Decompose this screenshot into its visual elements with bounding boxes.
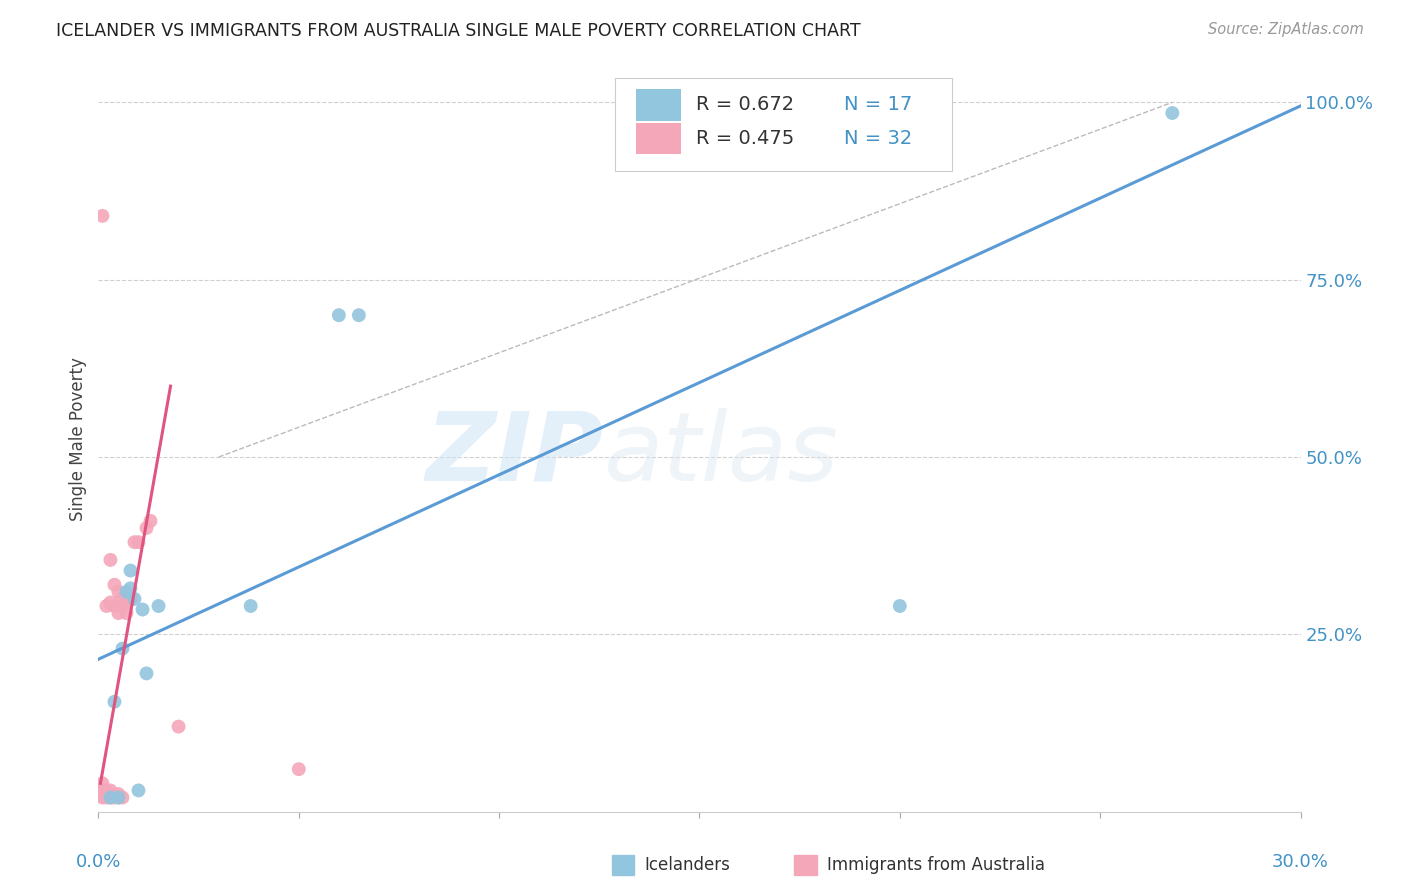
Point: [889, 599, 911, 613]
Point: [100, 553, 122, 567]
Point: [288, 762, 311, 776]
Point: [124, 535, 146, 549]
Point: [111, 599, 134, 613]
Point: [135, 666, 157, 681]
Point: [115, 584, 138, 599]
Point: [107, 606, 129, 620]
Point: [148, 599, 170, 613]
Point: [347, 308, 370, 322]
Point: [103, 790, 125, 805]
Point: [111, 641, 134, 656]
Point: [103, 599, 125, 613]
Point: [107, 787, 129, 801]
Y-axis label: Single Male Poverty: Single Male Poverty: [69, 358, 87, 521]
Point: [120, 564, 142, 578]
Point: [91, 209, 114, 223]
Text: Immigrants from Australia: Immigrants from Australia: [827, 856, 1045, 874]
Point: [131, 602, 153, 616]
Point: [96, 790, 118, 805]
Text: ZIP: ZIP: [426, 408, 603, 500]
Point: [107, 790, 129, 805]
Point: [100, 790, 122, 805]
Point: [91, 783, 114, 797]
Point: [107, 584, 129, 599]
Point: [111, 790, 134, 805]
Point: [1161, 106, 1184, 120]
Text: Icelanders: Icelanders: [644, 856, 730, 874]
Point: [107, 790, 129, 805]
FancyBboxPatch shape: [636, 89, 682, 120]
Point: [128, 535, 150, 549]
Text: N = 32: N = 32: [844, 129, 912, 148]
Point: [135, 521, 157, 535]
Point: [167, 720, 190, 734]
Point: [91, 787, 114, 801]
Text: N = 17: N = 17: [844, 95, 912, 114]
Text: R = 0.672: R = 0.672: [696, 95, 794, 114]
Text: 30.0%: 30.0%: [1272, 853, 1329, 871]
Text: R = 0.475: R = 0.475: [696, 129, 794, 148]
Point: [115, 606, 138, 620]
Point: [120, 591, 142, 606]
Text: Source: ZipAtlas.com: Source: ZipAtlas.com: [1208, 22, 1364, 37]
Point: [96, 787, 118, 801]
Point: [239, 599, 262, 613]
Point: [111, 591, 134, 606]
Point: [103, 695, 125, 709]
Point: [139, 514, 162, 528]
Point: [100, 595, 122, 609]
Text: 0.0%: 0.0%: [76, 853, 121, 871]
Point: [128, 783, 150, 797]
FancyBboxPatch shape: [636, 123, 682, 154]
Point: [115, 595, 138, 609]
Text: ICELANDER VS IMMIGRANTS FROM AUSTRALIA SINGLE MALE POVERTY CORRELATION CHART: ICELANDER VS IMMIGRANTS FROM AUSTRALIA S…: [56, 22, 860, 40]
Point: [103, 578, 125, 592]
Point: [124, 591, 146, 606]
Point: [96, 599, 118, 613]
Point: [91, 776, 114, 790]
FancyBboxPatch shape: [616, 78, 952, 171]
Point: [100, 783, 122, 797]
Point: [328, 308, 350, 322]
Point: [91, 790, 114, 805]
Point: [100, 790, 122, 805]
Text: atlas: atlas: [603, 408, 838, 500]
Point: [96, 783, 118, 797]
Point: [120, 582, 142, 596]
